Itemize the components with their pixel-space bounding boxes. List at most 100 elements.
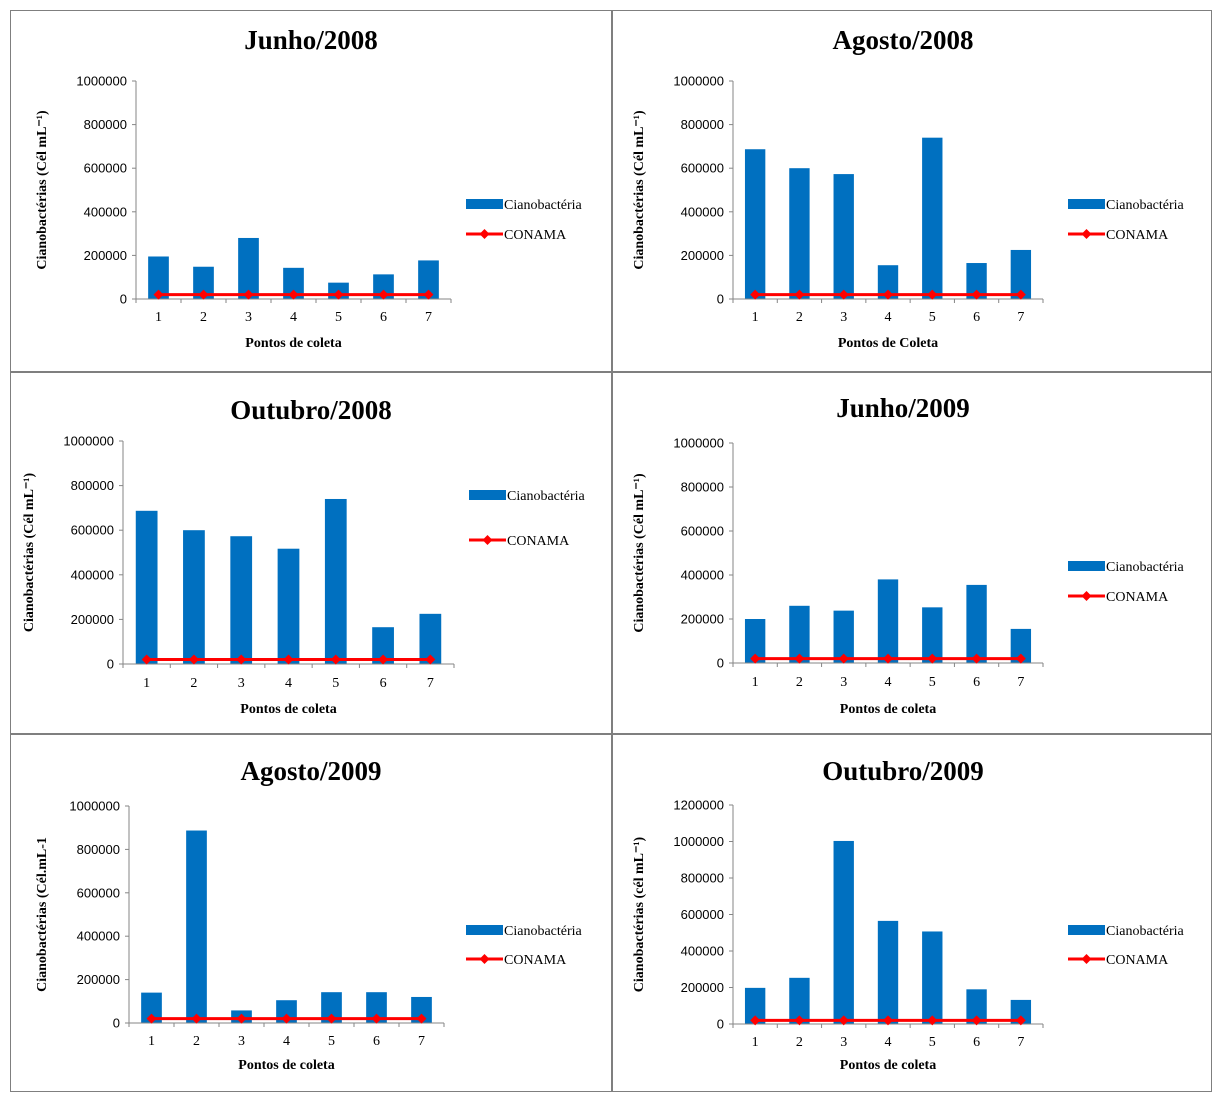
x-tick-label: 4 [283,1034,290,1049]
bar-cianobacteria [366,992,387,1023]
conama-marker [198,289,209,300]
x-tick-label: 1 [752,1035,759,1050]
bar-cianobacteria [877,920,899,1024]
chart-panel-5: Agosto/2009 0 200000 400000 600000 800000 1000… [10,734,612,1092]
x-tick-label: 4 [885,1035,892,1050]
conama-marker [838,289,849,300]
x-tick-label: 5 [929,310,936,325]
legend-marker-conama [482,535,493,545]
conama-marker [371,1013,382,1024]
chart-panel-6: Outubro/2009 0 200000 400000 600000 800000 100… [612,734,1212,1092]
y-tick-label: 600000 [681,524,724,539]
chart-svg: Agosto/2009 0 200000 400000 600000 800000 1000… [35,756,583,1073]
conama-marker [326,1013,337,1024]
bar-cianobacteria [833,174,854,299]
bar-cianobacteria [1010,999,1032,1024]
chart-svg: Outubro/2008 0 200000 400000 600000 800000 100… [22,395,586,717]
y-tick-label: 1000000 [63,434,114,449]
bar-cianobacteria [1010,628,1032,663]
legend-marker-conama [1081,591,1092,601]
x-tick-label: 6 [373,1034,380,1049]
legend-swatch-cianobacteria [1068,561,1105,571]
y-tick-label: 1000000 [76,74,127,89]
x-tick-label: 2 [796,1035,803,1050]
y-axis-label: Cianobactérias (Cél.mL-1 [35,837,50,992]
y-tick-label: 800000 [681,871,724,886]
y-tick-label: 0 [107,657,114,672]
bar-cianobacteria [966,584,987,663]
conama-marker [883,289,893,300]
bar-cianobacteria [324,498,347,664]
conama-marker [243,289,254,300]
conama-marker [794,653,805,664]
bar-cianobacteria [833,610,854,663]
x-tick-label: 7 [1017,310,1024,325]
legend-marker-conama [479,954,490,964]
chart-panel-2: Agosto/2008 0 200000 400000 600000 800000 1000… [612,10,1212,372]
y-tick-label: 600000 [71,523,114,538]
bar-cianobacteria [411,996,432,1023]
conama-marker [153,289,164,300]
y-tick-label: 1000000 [673,436,724,451]
x-tick-label: 5 [929,675,936,690]
x-tick-label: 5 [335,310,342,325]
legend-label-conama: CONAMA [1106,953,1169,968]
x-tick-label: 1 [752,310,759,325]
y-tick-label: 600000 [681,161,724,176]
x-tick-label: 2 [190,676,197,691]
x-tick-label: 3 [245,310,252,325]
x-axis-label: Pontos de coleta [240,702,336,717]
y-axis-label: Cianobactérias (cél mL⁻¹) [632,836,647,992]
bar-cianobacteria [277,548,300,664]
x-tick-label: 4 [885,310,892,325]
y-tick-label: 400000 [84,204,127,219]
chart-title: Junho/2009 [836,393,970,423]
conama-marker [288,289,299,300]
y-tick-label: 400000 [77,929,120,944]
x-tick-label: 3 [238,1034,245,1049]
x-tick-label: 3 [840,675,847,690]
conama-marker [378,654,389,665]
conama-marker [416,1013,427,1024]
legend-label-conama: CONAMA [1106,590,1169,605]
legend-label-cianobacteria: Cianobactéria [504,924,583,939]
y-tick-label: 200000 [84,248,127,263]
bar-cianobacteria [744,987,766,1024]
x-tick-label: 2 [796,675,803,690]
x-tick-label: 3 [238,676,245,691]
chart-svg: Agosto/2008 0 200000 400000 600000 800000 1000… [632,25,1185,351]
chart-svg: Junho/2008 0 200000 400000 600000 800000 10000… [35,25,583,351]
conama-marker [423,289,434,300]
chart-title: Outubro/2008 [230,395,392,425]
conama-marker [883,653,893,664]
y-tick-label: 1000000 [673,834,724,849]
x-tick-label: 5 [328,1034,335,1049]
bar-cianobacteria [744,149,766,299]
conama-marker [425,654,436,665]
legend-label-conama: CONAMA [1106,228,1169,243]
bar-cianobacteria [922,137,943,299]
chart-title: Junho/2008 [244,25,378,55]
x-axis-label: Pontos de coleta [840,1058,936,1073]
x-tick-label: 5 [929,1035,936,1050]
legend-label-conama: CONAMA [504,228,567,243]
conama-marker [1015,653,1026,664]
x-tick-label: 7 [427,676,434,691]
legend-label-cianobacteria: Cianobactéria [504,198,583,213]
x-tick-label: 6 [380,310,387,325]
chart-title: Agosto/2009 [241,756,382,786]
x-tick-label: 1 [143,676,150,691]
x-tick-label: 7 [1017,675,1024,690]
y-tick-label: 200000 [71,612,114,627]
y-axis-label: Cianobactérias (Cél mL⁻¹) [632,110,647,270]
x-tick-label: 7 [418,1034,425,1049]
y-tick-label: 0 [717,656,724,671]
y-tick-label: 200000 [681,248,724,263]
conama-marker [1015,1015,1026,1026]
x-axis-label: Pontos de coleta [840,702,936,717]
legend-label-cianobacteria: Cianobactéria [1106,924,1185,939]
conama-marker [750,289,761,300]
conama-marker [283,654,294,665]
x-tick-label: 6 [380,676,387,691]
